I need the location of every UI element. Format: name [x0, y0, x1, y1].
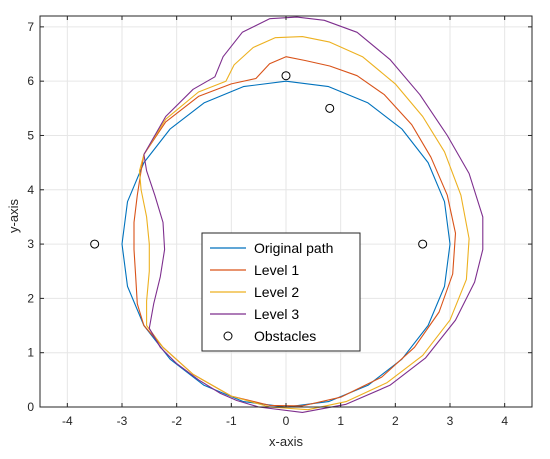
tick-labels: -4 -3 -2 -1 0 1 2 3 4 0 1 2 3 4 5 6 7	[27, 20, 508, 428]
y-tick-label: 6	[27, 74, 34, 88]
y-tick-label: 0	[27, 400, 34, 414]
x-tick-label: -4	[62, 414, 73, 428]
y-tick-label: 4	[27, 183, 34, 197]
x-tick-label: -2	[171, 414, 182, 428]
obstacle-marker	[90, 239, 100, 249]
legend: Original path Level 1 Level 2 Level 3 Obstac…	[201, 232, 361, 352]
legend-label-level-3: Level 3	[254, 306, 299, 322]
y-tick-label: 2	[27, 291, 34, 305]
y-tick-label: 1	[27, 346, 34, 360]
legend-swatch-obstacles	[223, 331, 233, 341]
legend-label-original-path: Original path	[254, 240, 333, 256]
y-tick-label: 7	[27, 20, 34, 34]
axes	[39, 15, 533, 408]
series-line-level-3	[143, 16, 484, 413]
x-tick-label: -1	[226, 414, 237, 428]
obstacle-marker	[281, 71, 291, 81]
legend-label-obstacles: Obstacles	[254, 328, 316, 344]
y-tick-label: 5	[27, 128, 34, 142]
x-tick-label: 1	[337, 414, 344, 428]
series-line-level-1	[133, 56, 457, 407]
x-tick-label: 0	[283, 414, 290, 428]
x-tick-label: 2	[392, 414, 399, 428]
x-tick-label: 4	[501, 414, 508, 428]
series-line-level-2	[138, 36, 470, 411]
legend-label-level-1: Level 1	[254, 262, 299, 278]
legend-label-level-2: Level 2	[254, 284, 299, 300]
y-axis-label: y-axis	[6, 199, 21, 233]
x-axis-label: x-axis	[269, 434, 303, 449]
x-tick-label: -3	[117, 414, 128, 428]
y-tick-label: 3	[27, 237, 34, 251]
obstacle-marker	[418, 239, 428, 249]
x-tick-label: 3	[447, 414, 454, 428]
obstacle-marker	[325, 103, 335, 113]
